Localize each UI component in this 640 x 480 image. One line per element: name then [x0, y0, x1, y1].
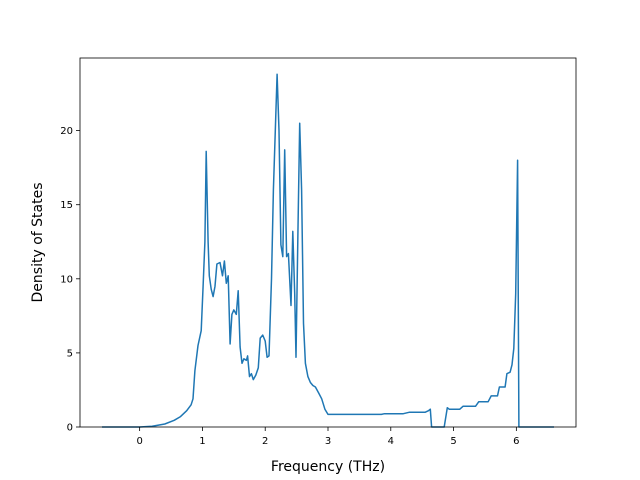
y-tick-label: 5: [67, 348, 73, 359]
x-tick-label: 5: [450, 436, 456, 447]
x-tick-label: 4: [388, 436, 394, 447]
x-axis-label: Frequency (THz): [271, 459, 385, 475]
y-axis-label: Density of States: [30, 183, 46, 303]
dos-line-0: [102, 73, 554, 428]
x-tick-label: 0: [136, 436, 142, 447]
axis-ticks: 0 1 2 3 4 5 6 0 5 10 15 20: [60, 126, 519, 447]
plot-area: [102, 73, 554, 428]
y-tick-label: 20: [60, 126, 73, 137]
x-tick-label: 3: [325, 436, 331, 447]
y-tick-label: 0: [67, 423, 73, 434]
axes-frame: [79, 57, 577, 428]
y-tick-label: 15: [60, 200, 73, 211]
x-tick-label: 1: [199, 436, 205, 447]
x-tick-label: 2: [262, 436, 268, 447]
y-tick-label: 10: [60, 274, 73, 285]
x-tick-label: 6: [513, 436, 519, 447]
